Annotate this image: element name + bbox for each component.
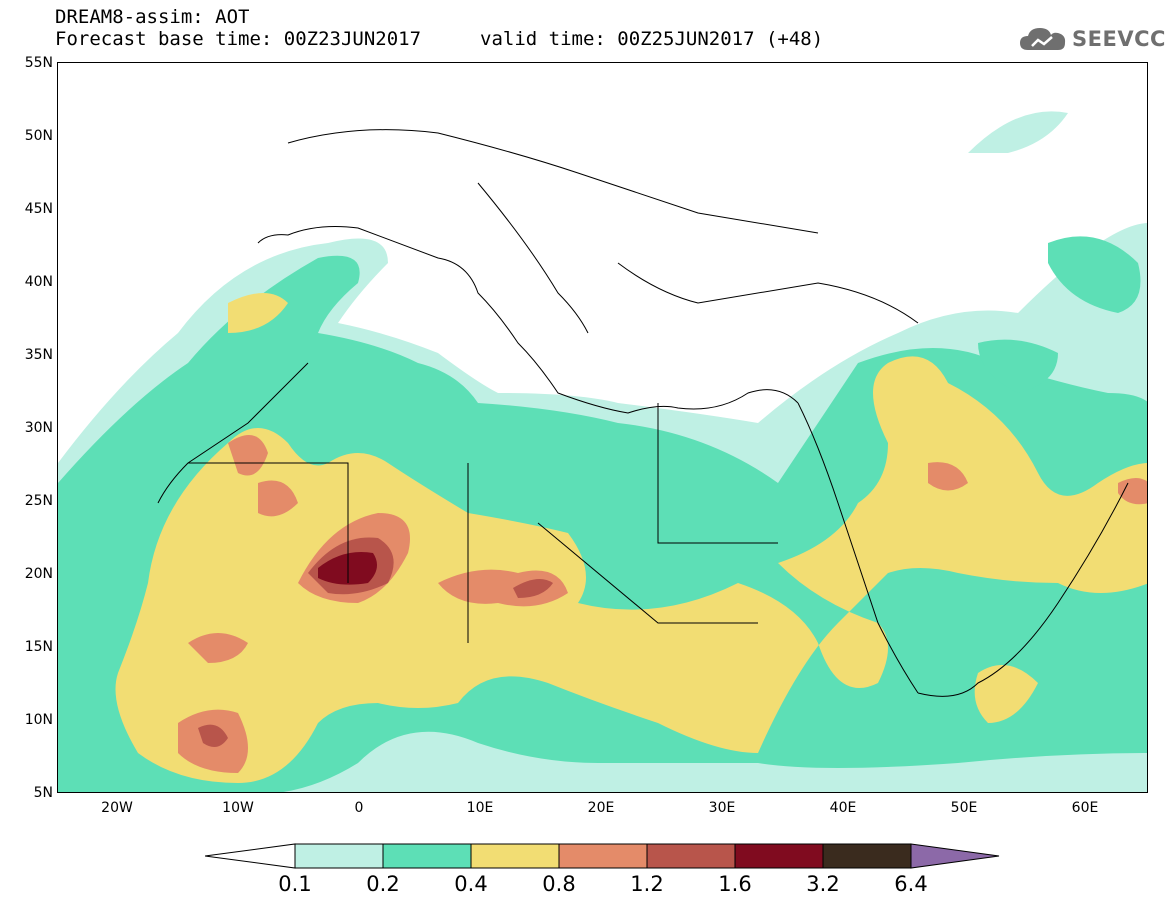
map-title: DREAM8-assim: AOT [55,6,250,28]
lat-label: 20N [24,566,53,582]
colorbar-arrow-right [910,843,1000,869]
colorbar-cell [294,843,384,869]
colorbar-label: 1.2 [630,872,664,896]
seevccc-logo: SEEVCCC [1018,22,1165,56]
colorbar-label: 0.1 [278,872,312,896]
lat-label: 30N [24,420,53,436]
colorbar-arrow-left [205,843,296,869]
valid-time: valid time: 00Z25JUN2017 (+48) [480,28,824,50]
colorbar-label: 0.2 [366,872,400,896]
logo-text: SEEVCCC [1072,27,1165,51]
lat-label: 10N [24,712,53,728]
colorbar-label: 1.6 [718,872,752,896]
lon-label: 20W [101,800,133,816]
lon-label: 50E [950,800,978,816]
aot-field [58,111,1147,792]
map-plot [57,62,1148,793]
lon-label: 30E [708,800,736,816]
lat-label: 40N [24,274,53,290]
lon-label: 10W [222,800,254,816]
lat-label: 25N [24,493,53,509]
colorbar-cell [646,843,736,869]
colorbar-cell [822,843,912,869]
lon-label: 60E [1071,800,1099,816]
lon-label: 40E [829,800,857,816]
lat-label: 35N [24,347,53,363]
lon-label: 10E [466,800,494,816]
colorbar-label: 0.8 [542,872,576,896]
lon-label: 20E [587,800,615,816]
lat-label: 15N [24,639,53,655]
lat-label: 5N [33,785,53,801]
colorbar-cell [734,843,824,869]
colorbar-cell [382,843,472,869]
lat-label: 45N [24,201,53,217]
colorbar-label: 6.4 [894,872,928,896]
lon-label: 0 [354,800,364,816]
colorbar-label: 3.2 [806,872,840,896]
lat-label: 50N [24,128,53,144]
forecast-base-time: Forecast base time: 00Z23JUN2017 [55,28,422,50]
colorbar-cell [470,843,560,869]
lat-label: 55N [24,55,53,71]
cloud-icon [1020,28,1066,50]
colorbar-cell [558,843,648,869]
colorbar-label: 0.4 [454,872,488,896]
colorbar [205,843,1000,869]
